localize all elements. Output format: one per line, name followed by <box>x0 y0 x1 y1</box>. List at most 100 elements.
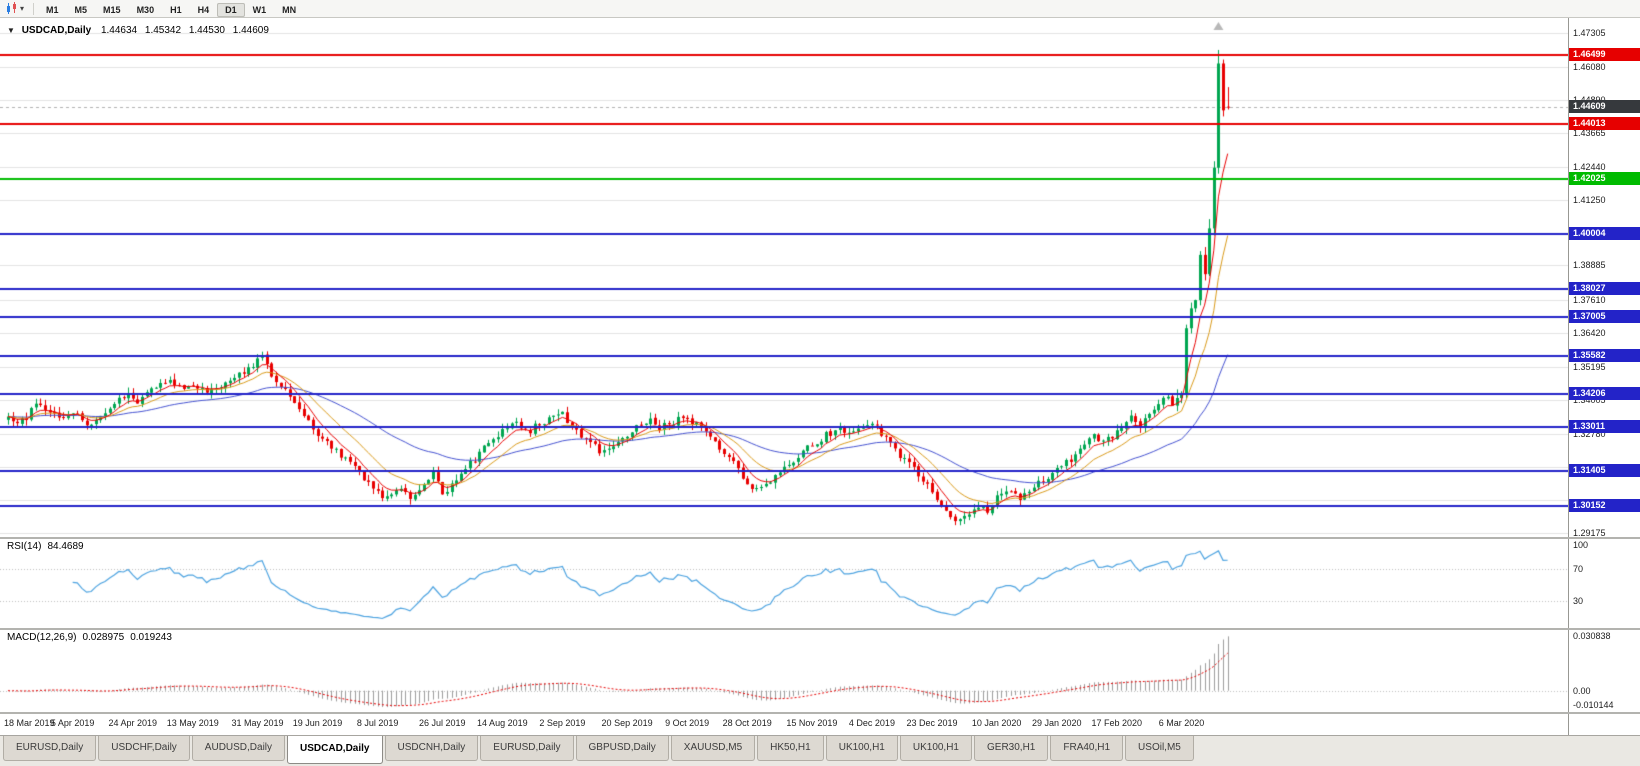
chart-tab-usdcad-daily[interactable]: USDCAD,Daily <box>287 736 383 764</box>
chart-symbol-header: ▼ USDCAD,Daily 1.44634 1.45342 1.44530 1… <box>7 25 274 36</box>
date-label: 5 Apr 2019 <box>50 718 95 728</box>
price-tick: 1.37610 <box>1573 295 1606 306</box>
price-level-badge[interactable]: 1.42025 <box>1569 171 1640 185</box>
price-tick: 1.32780 <box>1573 428 1606 439</box>
macd-scale-label: 0.030838 <box>1573 631 1611 641</box>
panel-separator-axis[interactable] <box>0 712 1640 714</box>
macd-name: MACD(12,26,9) <box>7 632 77 643</box>
chart-tab-gbpusd-daily[interactable]: GBPUSD,Daily <box>575 736 669 761</box>
price-tick: 1.47305 <box>1573 28 1606 38</box>
price-tick: 1.43665 <box>1573 128 1606 139</box>
chart-tab-bar: EURUSD,Daily USDCHF,Daily AUDUSD,Daily USDC… <box>0 735 1640 766</box>
timeframe-m15[interactable]: M15 <box>103 4 121 15</box>
date-label: 4 Dec 2019 <box>848 718 895 728</box>
chart-tab-eurusd-daily[interactable]: EURUSD,Daily <box>3 736 97 761</box>
price-tick: 1.46080 <box>1573 61 1606 72</box>
rsi-scale-label: 30 <box>1573 596 1584 606</box>
price-tick: 1.42440 <box>1573 162 1606 173</box>
date-label: 17 Feb 2020 <box>1091 718 1143 728</box>
macd-signal-value: 0.019243 <box>130 632 172 643</box>
date-label: 20 Sep 2019 <box>601 718 653 728</box>
rsi-name: RSI(14) <box>7 541 42 552</box>
ohlc-low: 1.44530 <box>188 25 225 36</box>
chart-tab-hk50-h1[interactable]: HK50,H1 <box>757 736 824 761</box>
date-label: 23 Dec 2019 <box>906 718 958 728</box>
timeframe-h1[interactable]: H1 <box>170 4 182 15</box>
price-level-badge[interactable]: 1.31405 <box>1569 464 1640 478</box>
chevron-down-icon: ▾ <box>20 3 25 13</box>
collapse-chart-icon[interactable]: ▼ <box>7 26 15 35</box>
date-label: 9 Oct 2019 <box>665 718 710 728</box>
price-level-badge[interactable]: 1.37005 <box>1569 310 1640 324</box>
price-tick: 1.41250 <box>1573 194 1606 205</box>
price-level-badge[interactable]: 1.46499 <box>1569 48 1640 62</box>
chart-tab-fra40-h1[interactable]: FRA40,H1 <box>1050 736 1124 761</box>
date-label: 29 Jan 2020 <box>1031 718 1082 728</box>
chart-tab-xauusd-m5[interactable]: XAUUSD,M5 <box>670 736 756 761</box>
price-level-badge[interactable]: 1.38027 <box>1569 281 1640 295</box>
price-tick: 1.44890 <box>1573 95 1606 105</box>
toolbar-separator <box>33 2 35 15</box>
chart-tab-eurusd-daily[interactable]: EURUSD,Daily <box>480 736 574 761</box>
macd-indicator-label: MACD(12,26,9) 0.028975 0.019243 <box>7 632 172 643</box>
timeframe-h4[interactable]: H4 <box>197 4 210 15</box>
chart-tab-audusd-daily[interactable]: AUDUSD,Daily <box>191 736 286 761</box>
chart-tab-usdchf-daily[interactable]: USDCHF,Daily <box>98 736 190 761</box>
ohlc-high: 1.45342 <box>144 25 182 36</box>
timeframe-mn[interactable]: MN <box>282 4 297 15</box>
timeframe-m5[interactable]: M5 <box>74 4 88 15</box>
price-level-badge[interactable]: 1.44013 <box>1569 116 1640 130</box>
date-label: 24 Apr 2019 <box>108 718 158 728</box>
timeframe-buttons: M1 M5 M15 M30 H1 H4 D1 W1 MN <box>38 0 304 18</box>
price-level-badge[interactable]: 1.40004 <box>1569 227 1640 241</box>
rsi-indicator-label: RSI(14) 84.4689 <box>7 541 84 552</box>
price-tick: 1.38885 <box>1573 260 1606 271</box>
price-level-badge[interactable]: 1.30152 <box>1569 499 1640 513</box>
date-label: 6 Mar 2020 <box>1158 718 1205 728</box>
ohlc-open: 1.44634 <box>100 25 138 36</box>
price-level-badge[interactable]: 1.34206 <box>1569 387 1640 401</box>
timeframe-m30[interactable]: M30 <box>136 4 155 15</box>
timeframe-m1[interactable]: M1 <box>46 4 59 15</box>
chart-tab-uk100-h1[interactable]: UK100,H1 <box>825 736 898 761</box>
timeframe-toolbar: ▾ M1 M5 M15 M30 H1 H4 D1 W1 MN <box>0 0 1640 18</box>
date-label: 28 Oct 2019 <box>722 718 772 728</box>
macd-scale-label: -0.010144 <box>1573 700 1614 710</box>
macd-scale-label: 0.00 <box>1573 685 1591 696</box>
macd-main-value: 0.028975 <box>82 632 125 643</box>
date-label: 15 Nov 2019 <box>786 718 838 728</box>
chart-tab-ger30-h1[interactable]: GER30,H1 <box>974 736 1049 761</box>
current-price-badge: 1.44609 <box>1569 100 1640 114</box>
price-level-badge[interactable]: 1.33011 <box>1569 420 1640 434</box>
candlestick-chart-icon <box>7 2 16 14</box>
date-label: 18 Mar 2019 <box>4 718 55 728</box>
panel-separator-rsi[interactable] <box>0 537 1640 539</box>
price-tick: 1.29175 <box>1573 528 1606 538</box>
timeframe-d1[interactable]: D1 <box>217 2 245 17</box>
date-label: 14 Aug 2019 <box>477 718 528 728</box>
date-label: 13 May 2019 <box>166 718 219 728</box>
rsi-value: 84.4689 <box>47 541 84 552</box>
chart-type-button[interactable]: ▾ <box>0 0 29 17</box>
chart-area: ▼ USDCAD,Daily 1.44634 1.45342 1.44530 1… <box>0 18 1640 735</box>
date-label: 2 Sep 2019 <box>539 718 586 728</box>
timeframe-w1[interactable]: W1 <box>252 4 267 15</box>
symbol-title: USDCAD,Daily <box>21 25 92 36</box>
price-tick: 1.35195 <box>1573 361 1606 372</box>
date-label: 19 Jun 2019 <box>292 718 343 728</box>
panel-separator-macd[interactable] <box>0 628 1640 630</box>
rsi-scale-label: 70 <box>1573 564 1584 574</box>
rsi-scale-label: 100 <box>1573 540 1589 550</box>
chart-tab-usoil-m5[interactable]: USOil,M5 <box>1125 736 1194 761</box>
time-scale[interactable]: 18 Mar 2019 5 Apr 2019 24 Apr 2019 13 May 2… <box>0 714 1568 735</box>
chart-tab-uk100-h1[interactable]: UK100,H1 <box>899 736 972 761</box>
price-scale[interactable]: 1.47305 1.46080 1.44890 1.43665 1.42440 1.412… <box>1568 18 1640 735</box>
price-chart-canvas[interactable] <box>0 18 1640 735</box>
price-level-badge[interactable]: 1.35582 <box>1569 349 1640 363</box>
price-tick: 1.36420 <box>1573 328 1606 339</box>
date-label: 10 Jan 2020 <box>971 718 1022 728</box>
chart-tab-usdcnh-daily[interactable]: USDCNH,Daily <box>384 736 479 761</box>
date-label: 8 Jul 2019 <box>356 718 399 728</box>
ohlc-close: 1.44609 <box>232 25 269 36</box>
